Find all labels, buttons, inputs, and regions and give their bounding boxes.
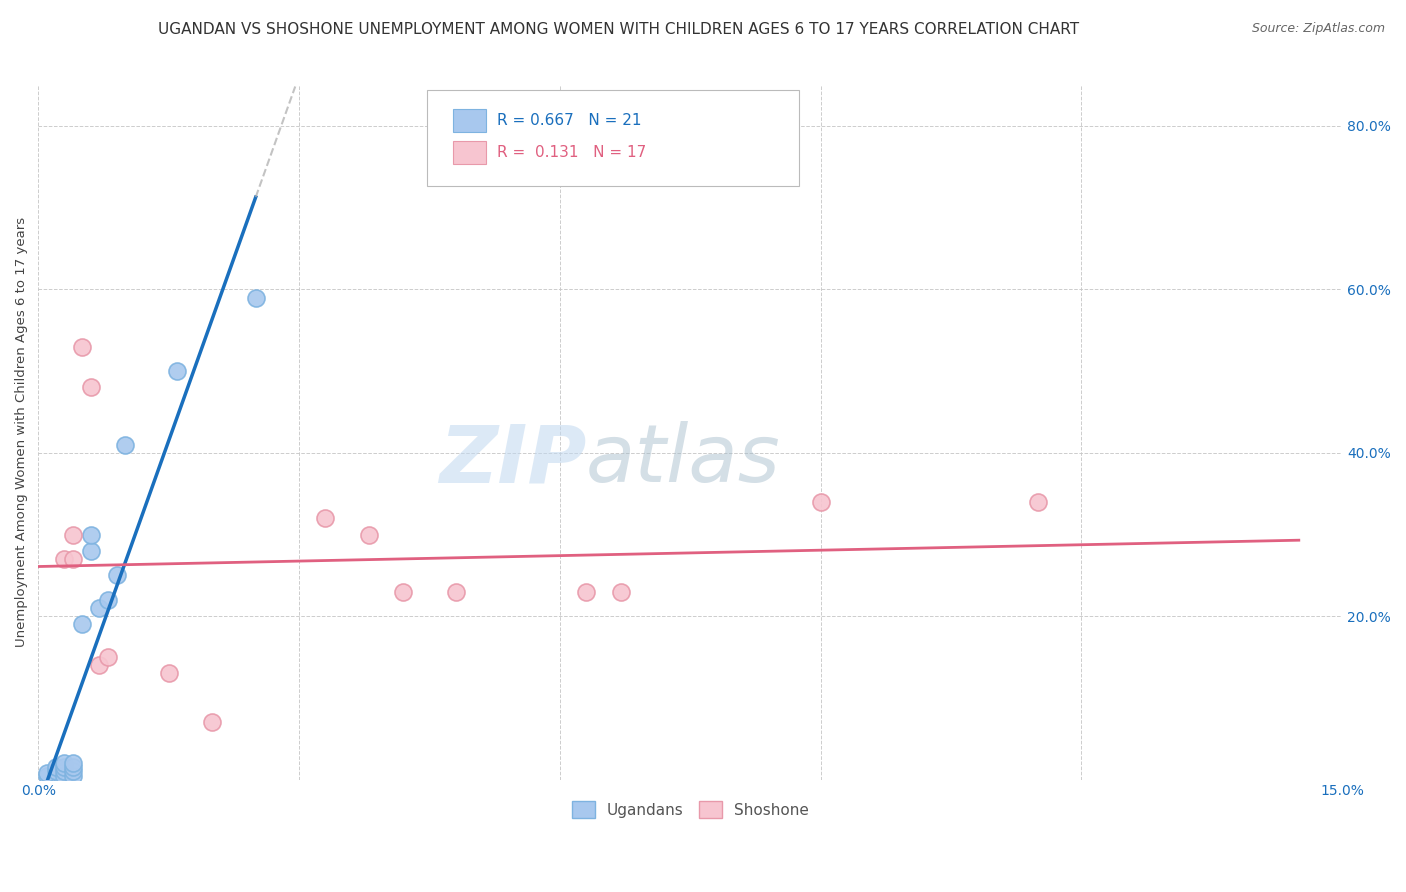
Text: R = 0.667   N = 21: R = 0.667 N = 21	[498, 113, 643, 128]
Point	[70, 340, 93, 354]
Point	[89, 601, 111, 615]
Point	[45, 764, 67, 779]
Point	[357, 527, 380, 541]
Text: ZIP: ZIP	[439, 421, 586, 500]
Point	[105, 568, 128, 582]
Point	[62, 768, 84, 782]
Point	[89, 658, 111, 673]
Point	[70, 617, 93, 632]
Point	[79, 544, 101, 558]
Text: Source: ZipAtlas.com: Source: ZipAtlas.com	[1251, 22, 1385, 36]
Point	[575, 584, 598, 599]
Point	[37, 766, 59, 780]
Text: atlas: atlas	[586, 421, 780, 500]
Point	[810, 495, 832, 509]
Point	[62, 552, 84, 566]
Point	[62, 760, 84, 774]
Point	[79, 527, 101, 541]
Point	[53, 764, 76, 779]
Point	[53, 756, 76, 771]
Point	[37, 768, 59, 782]
Point	[62, 756, 84, 771]
Point	[79, 380, 101, 394]
Point	[53, 768, 76, 782]
Point	[314, 511, 336, 525]
Text: R =  0.131   N = 17: R = 0.131 N = 17	[498, 145, 647, 160]
Point	[157, 666, 180, 681]
Point	[45, 760, 67, 774]
Point	[53, 552, 76, 566]
Point	[610, 584, 633, 599]
Point	[97, 592, 120, 607]
Point	[166, 364, 188, 378]
Point	[97, 650, 120, 665]
Point	[62, 764, 84, 779]
Text: UGANDAN VS SHOSHONE UNEMPLOYMENT AMONG WOMEN WITH CHILDREN AGES 6 TO 17 YEARS CO: UGANDAN VS SHOSHONE UNEMPLOYMENT AMONG W…	[157, 22, 1080, 37]
Y-axis label: Unemployment Among Women with Children Ages 6 to 17 years: Unemployment Among Women with Children A…	[15, 218, 28, 648]
FancyBboxPatch shape	[453, 110, 485, 132]
Point	[201, 715, 224, 730]
Point	[1026, 495, 1049, 509]
Point	[114, 437, 136, 451]
FancyBboxPatch shape	[453, 142, 485, 163]
Point	[62, 527, 84, 541]
Point	[444, 584, 467, 599]
Point	[53, 760, 76, 774]
Point	[245, 291, 267, 305]
FancyBboxPatch shape	[427, 90, 799, 186]
Legend: Ugandans, Shoshone: Ugandans, Shoshone	[565, 795, 815, 824]
Point	[392, 584, 415, 599]
